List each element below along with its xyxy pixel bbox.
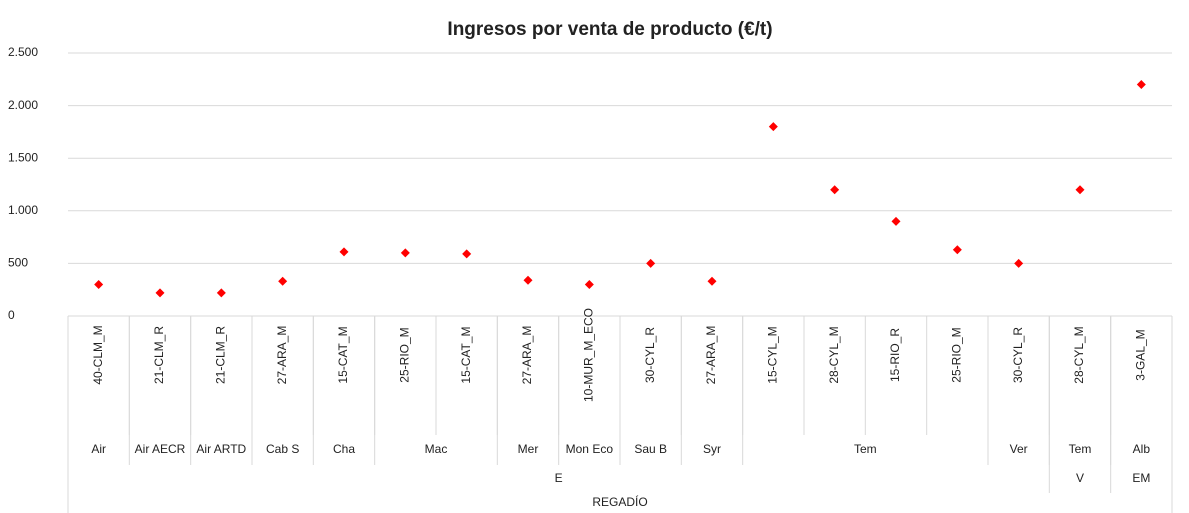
group-label: Tem bbox=[1069, 442, 1092, 456]
marker bbox=[523, 275, 533, 285]
marker bbox=[339, 247, 349, 257]
marker bbox=[768, 122, 778, 132]
group-label: Air ARTD bbox=[196, 442, 246, 456]
marker bbox=[1014, 258, 1024, 268]
x-tick-label: 21-CLM_R bbox=[152, 326, 166, 384]
marker bbox=[1136, 80, 1146, 90]
group-label: Sau B bbox=[634, 442, 667, 456]
y-tick-label: 500 bbox=[8, 256, 28, 270]
marker bbox=[646, 258, 656, 268]
group-label: Mon Eco bbox=[566, 442, 614, 456]
x-tick-label: 15-RIO_R bbox=[888, 328, 902, 382]
group-label: Air bbox=[91, 442, 106, 456]
x-tick-label: 10-MUR_M_ECO bbox=[582, 308, 596, 402]
group-label: REGADÍO bbox=[592, 494, 647, 509]
marker bbox=[830, 185, 840, 195]
group-label: Cab S bbox=[266, 442, 299, 456]
group-label: Alb bbox=[1133, 442, 1151, 456]
group-label: Ver bbox=[1010, 442, 1028, 456]
group-label: Air AECR bbox=[135, 442, 186, 456]
group-label: EM bbox=[1132, 471, 1150, 485]
y-tick-label: 2.000 bbox=[8, 98, 38, 112]
x-tick-label: 27-ARA_M bbox=[520, 326, 534, 385]
y-tick-label: 2.500 bbox=[8, 45, 38, 59]
marker bbox=[584, 279, 594, 289]
marker bbox=[952, 245, 962, 255]
x-tick-label: 27-ARA_M bbox=[275, 326, 289, 385]
group-label: Cha bbox=[333, 442, 355, 456]
group-label: Tem bbox=[854, 442, 877, 456]
x-tick-label: 28-CYL_M bbox=[1072, 326, 1086, 383]
x-tick-label: 3-GAL_M bbox=[1134, 329, 1148, 380]
x-tick-label: 30-CYL_R bbox=[1011, 327, 1025, 383]
chart-title: Ingresos por venta de producto (€/t) bbox=[447, 19, 772, 40]
x-tick-label: 15-CAT_M bbox=[336, 326, 350, 383]
group-label: Mac bbox=[425, 442, 448, 456]
marker bbox=[278, 276, 288, 286]
x-tick-label: 30-CYL_R bbox=[643, 327, 657, 383]
y-tick-label: 1.000 bbox=[8, 203, 38, 217]
x-tick-label: 15-CAT_M bbox=[459, 326, 473, 383]
marker bbox=[400, 248, 410, 258]
group-label: Mer bbox=[518, 442, 539, 456]
x-tick-label: 25-RIO_M bbox=[950, 327, 964, 382]
group-label: E bbox=[555, 471, 563, 485]
y-tick-label: 0 bbox=[8, 308, 15, 322]
marker bbox=[1075, 185, 1085, 195]
x-tick-label: 25-RIO_M bbox=[398, 327, 412, 382]
marker bbox=[216, 288, 226, 298]
group-label: Syr bbox=[703, 442, 721, 456]
marker bbox=[462, 249, 472, 259]
x-tick-label: 40-CLM_M bbox=[91, 325, 105, 384]
x-tick-label: 27-ARA_M bbox=[704, 326, 718, 385]
y-tick-label: 1.500 bbox=[8, 150, 38, 164]
marker bbox=[155, 288, 165, 298]
x-tick-label: 15-CYL_M bbox=[766, 326, 780, 383]
marker bbox=[707, 276, 717, 286]
x-tick-label: 28-CYL_M bbox=[827, 326, 841, 383]
group-label: V bbox=[1076, 471, 1084, 485]
marker bbox=[891, 216, 901, 226]
x-tick-label: 21-CLM_R bbox=[214, 326, 228, 384]
marker bbox=[94, 279, 104, 289]
